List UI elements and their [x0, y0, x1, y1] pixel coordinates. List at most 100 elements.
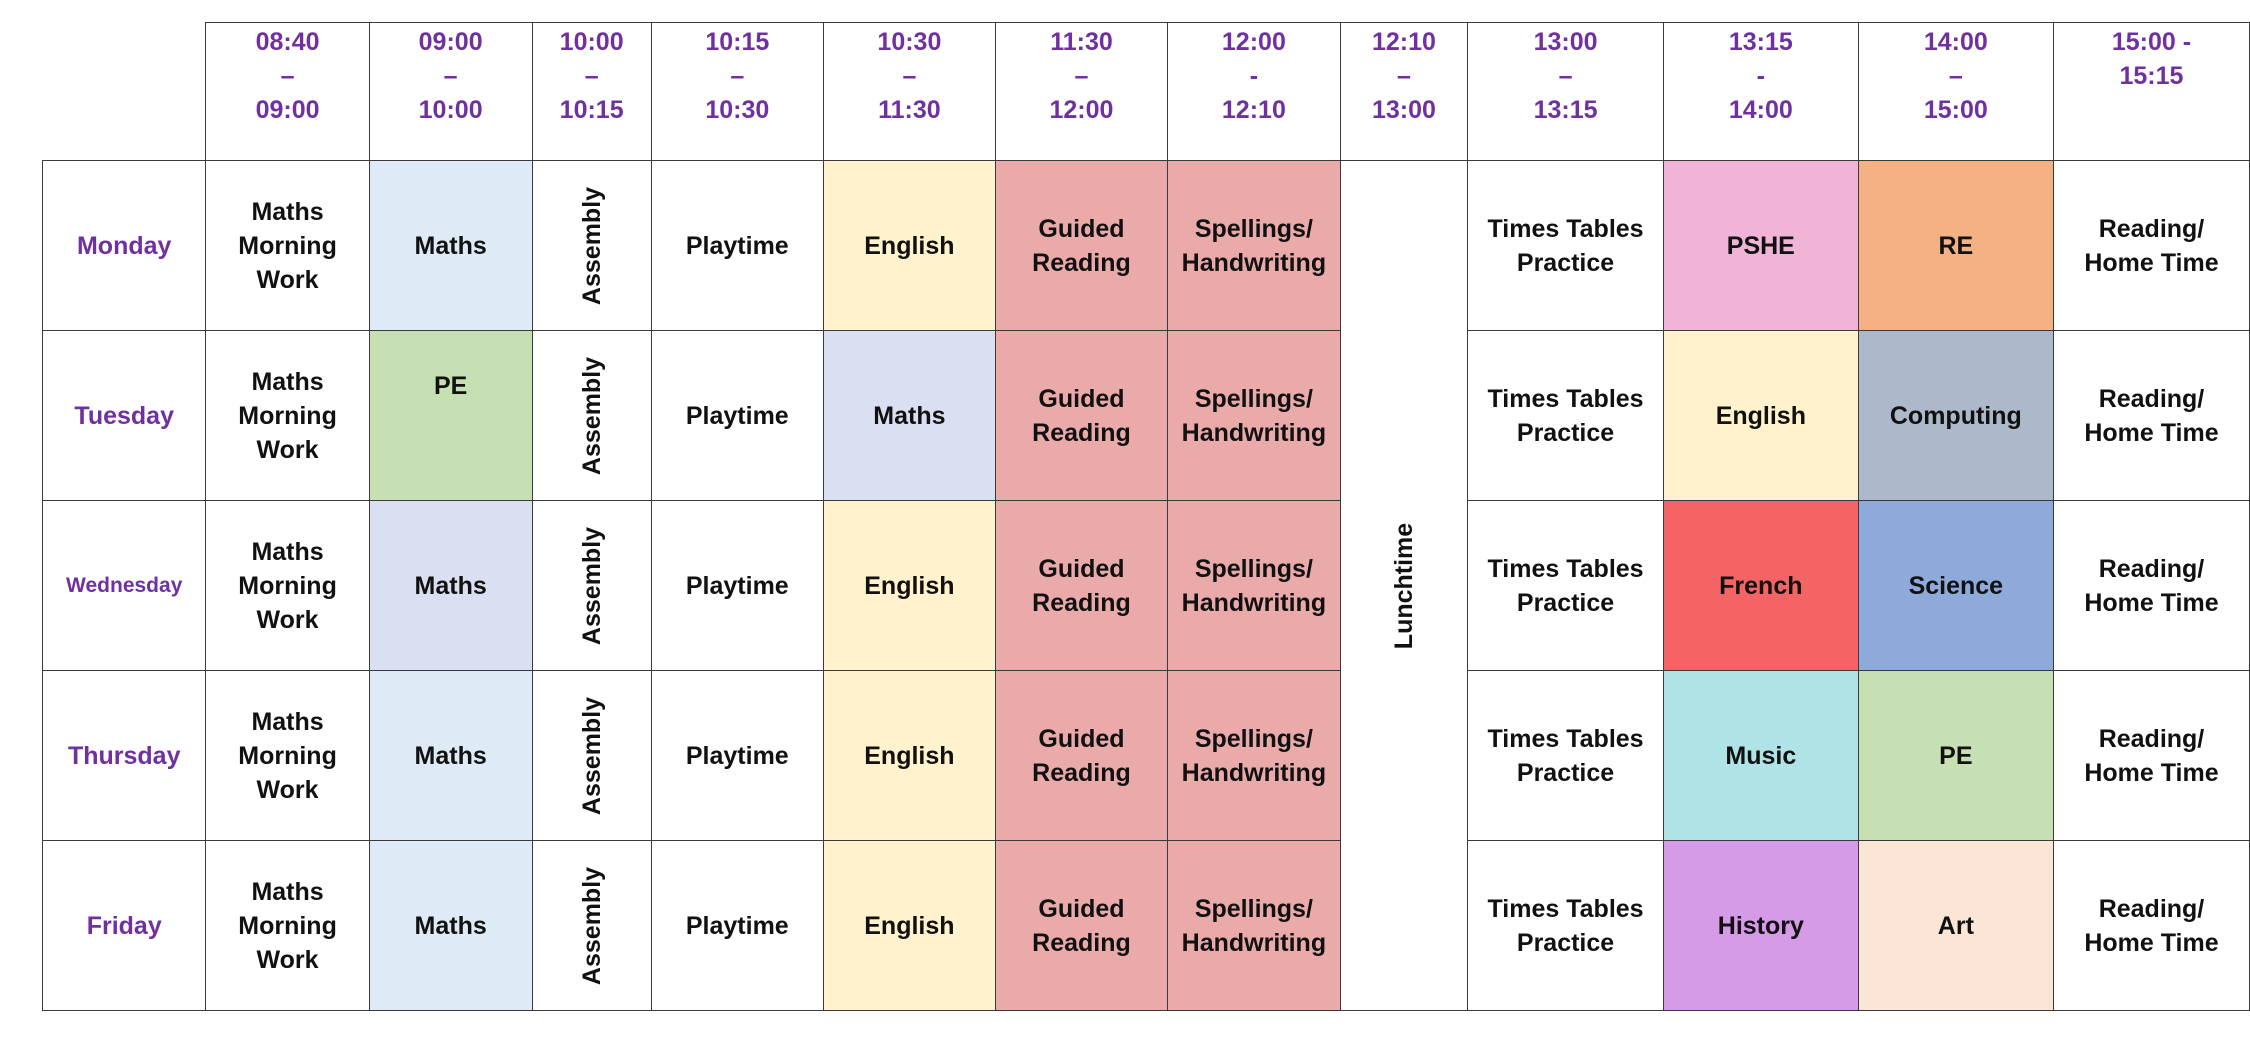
lesson-line: Handwriting: [1181, 418, 1327, 447]
day-label: Friday: [41, 840, 207, 1011]
lesson-cell: PE: [368, 330, 533, 501]
lesson-line: Maths: [873, 401, 946, 430]
lesson-cell: RE: [1857, 160, 2054, 331]
lesson-line: Work: [256, 265, 319, 294]
time-slot-line: –: [902, 62, 917, 90]
time-slot-line: 08:40: [255, 28, 320, 56]
lesson-line: Maths: [251, 197, 324, 226]
lesson-line: Reading/: [2098, 214, 2205, 243]
time-slot-line: –: [1396, 62, 1411, 90]
lesson-cell: Reading/Home Time: [2052, 160, 2250, 331]
lesson-cell: Reading/Home Time: [2052, 500, 2250, 671]
day-label: Wednesday: [41, 500, 207, 671]
lesson-cell: Spellings/Handwriting: [1167, 500, 1341, 671]
lesson-cell: Guided Reading: [994, 670, 1169, 841]
lesson-line: Morning: [238, 231, 337, 260]
lesson-line: Reading: [1032, 758, 1131, 787]
day-label: Thursday: [41, 670, 207, 841]
lesson-cell: Times Tables Practice: [1467, 670, 1664, 841]
lesson-line: PSHE: [1726, 231, 1795, 260]
lesson-cell: Guided Reading: [994, 160, 1169, 331]
assembly-label: Assembly: [577, 186, 606, 305]
lesson-line: Spellings/: [1194, 554, 1313, 583]
lesson-cell: Music: [1662, 670, 1859, 841]
time-slot-line: -: [1249, 62, 1259, 90]
lesson-line: Home Time: [2084, 248, 2219, 277]
lesson-cell: English: [822, 840, 996, 1011]
lesson-cell: Times Tables Practice: [1467, 330, 1664, 501]
time-slot-line: –: [1074, 62, 1089, 90]
time-slot-line: 10:30: [705, 96, 770, 124]
timetable-body: Monday Maths Morning Work Maths Assembly Playt…: [41, 160, 2250, 1011]
time-slot-line: 09:00: [255, 96, 320, 124]
lesson-line: Times Tables: [1487, 724, 1644, 753]
lesson-line: Morning: [238, 571, 337, 600]
day-row: Tuesday Maths Morning Work PE Assembly Playtim…: [41, 330, 2250, 501]
assembly-label: Assembly: [577, 356, 606, 475]
assembly-label: Assembly: [577, 526, 606, 645]
lesson-line: Maths: [414, 231, 487, 260]
lesson-cell: Reading/Home Time: [2052, 840, 2250, 1011]
lesson-cell: Maths: [368, 840, 533, 1011]
day-row: Thursday Maths Morning Work Maths Assembly Pla…: [41, 670, 2250, 841]
lunchtime-cell: Lunchtime: [1339, 160, 1469, 1011]
lesson-line: Maths: [414, 741, 487, 770]
time-slot-line: 15:00: [1923, 96, 1988, 124]
blank-corner-cell: [42, 22, 206, 161]
time-slot-line: 15:15: [2119, 62, 2184, 90]
lesson-line: Reading/: [2098, 894, 2205, 923]
lesson-line: Work: [256, 605, 319, 634]
lesson-cell: Reading/Home Time: [2052, 670, 2250, 841]
lesson-line: French: [1719, 571, 1803, 600]
lesson-cell: Spellings/Handwriting: [1167, 670, 1341, 841]
lesson-line: Guided: [1038, 894, 1125, 923]
lesson-cell: Maths: [822, 330, 996, 501]
time-slot-line: 10:15: [705, 28, 770, 56]
lesson-line: Playtime: [685, 231, 789, 260]
lesson-cell: Guided Reading: [994, 840, 1169, 1011]
time-slot-header: 10:30 – 11:30: [822, 22, 996, 161]
lesson-line: Guided: [1038, 554, 1125, 583]
lesson-cell: Playtime: [650, 500, 824, 671]
lesson-line: Practice: [1516, 588, 1615, 617]
lesson-line: Reading: [1032, 418, 1131, 447]
time-slot-line: –: [1558, 62, 1573, 90]
lesson-line: Handwriting: [1181, 928, 1327, 957]
time-slot-line: -: [1756, 62, 1765, 90]
time-slot-line: –: [730, 62, 745, 90]
lesson-cell: Assembly: [531, 670, 652, 841]
lesson-line: Playtime: [685, 911, 789, 940]
lesson-cell: PE: [1857, 670, 2054, 841]
time-slot-line: 09:00: [418, 28, 483, 56]
time-slot-header: 12:00 - 12:10: [1167, 22, 1341, 161]
lesson-line: Reading: [1032, 588, 1131, 617]
time-slot-header: 09:00 – 10:00: [368, 22, 533, 161]
lesson-line: English: [864, 741, 955, 770]
lesson-cell: English: [822, 670, 996, 841]
lesson-line: Playtime: [685, 401, 789, 430]
time-header-row: 08:40–09:00 09:00–10:00 10:00–10:15 10:15–1…: [42, 22, 2250, 161]
lesson-line: Maths: [251, 537, 324, 566]
time-slot-header: 14:00 – 15:00: [1857, 22, 2054, 161]
lesson-line: Computing: [1889, 401, 2022, 430]
lesson-cell: Times Tables Practice: [1467, 840, 1664, 1011]
day-row: Monday Maths Morning Work Maths Assembly Playt…: [41, 160, 2250, 1011]
lesson-cell: Art: [1857, 840, 2054, 1011]
time-slot-header: 08:40 – 09:00: [205, 22, 370, 161]
lesson-line: English: [864, 571, 955, 600]
time-slot-header: 12:10 – 13:00: [1339, 22, 1469, 161]
time-slot-line: 10:15: [559, 96, 624, 124]
lunchtime-label: Lunchtime: [1389, 522, 1418, 649]
lesson-line: Maths: [251, 877, 324, 906]
lesson-cell: Spellings/Handwriting: [1167, 160, 1341, 331]
lesson-line: English: [864, 231, 955, 260]
time-slot-line: 12:10: [1221, 96, 1286, 124]
lesson-line: Practice: [1516, 758, 1615, 787]
lesson-line: Reading/: [2098, 724, 2205, 753]
lesson-cell: Computing: [1857, 330, 2054, 501]
time-slot-line: 13:00: [1533, 28, 1598, 56]
lesson-cell: Times Tables Practice: [1467, 160, 1664, 331]
lesson-cell: Playtime: [650, 160, 824, 331]
lesson-cell: Assembly: [531, 160, 652, 331]
lesson-cell: English: [822, 160, 996, 331]
